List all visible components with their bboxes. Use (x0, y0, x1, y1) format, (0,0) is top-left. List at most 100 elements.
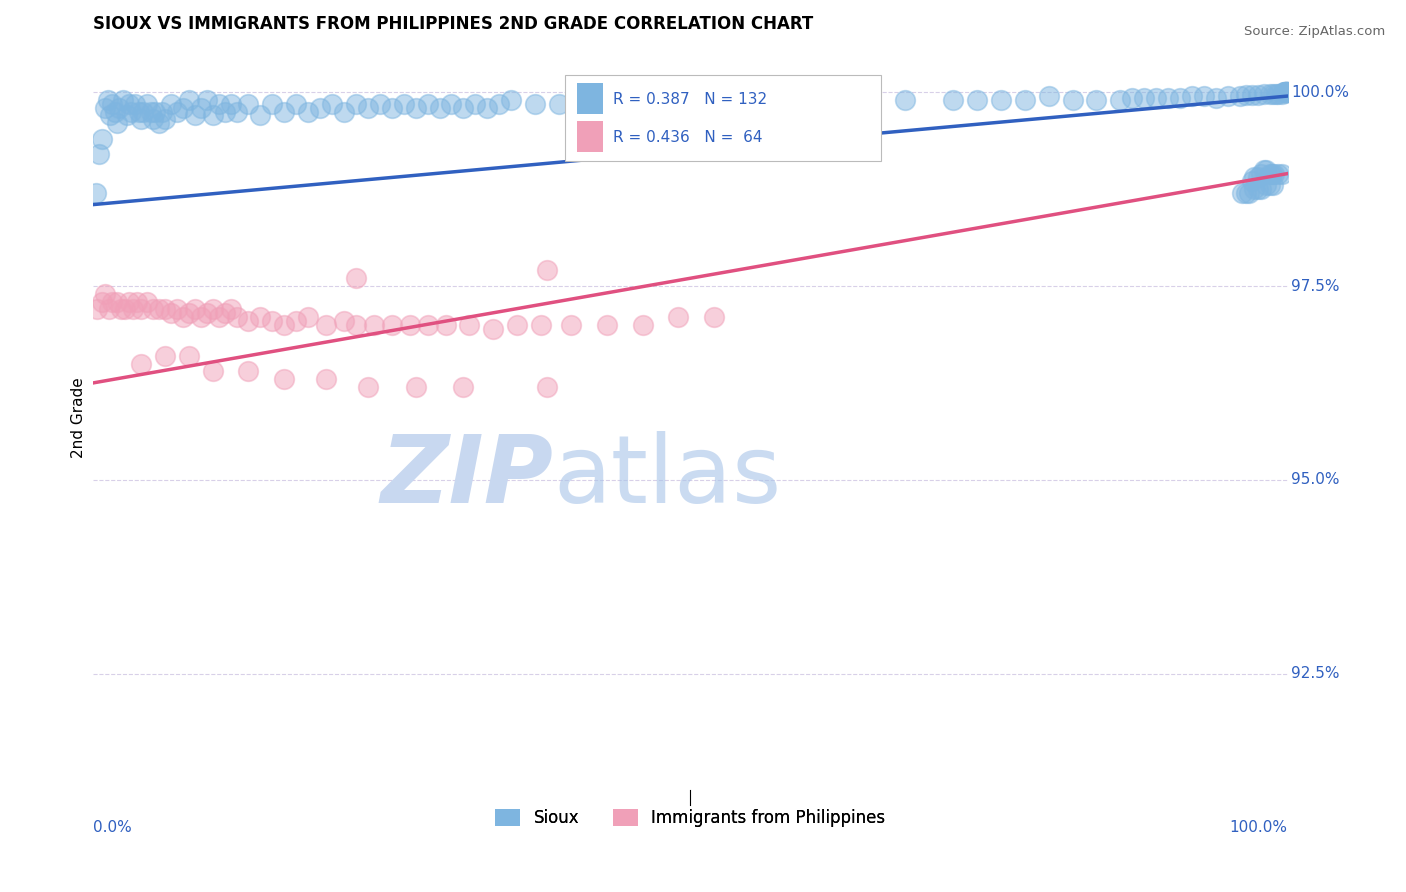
Point (1253, 87, 1275, 101)
Point (392, 96, 415, 111)
Point (153, 349, 176, 363)
Point (488, 96, 510, 111)
Point (1229, 89, 1251, 103)
Point (139, 104, 162, 119)
Point (97, 302, 120, 317)
Point (273, 104, 295, 119)
Point (238, 364, 260, 378)
Point (560, 318, 582, 332)
Point (225, 104, 247, 119)
Point (1277, 85, 1299, 99)
Text: 95.0%: 95.0% (1291, 473, 1340, 487)
Text: R = 0.387   N = 132: R = 0.387 N = 132 (613, 92, 766, 107)
Point (799, 93, 821, 107)
Point (90, 294, 112, 309)
Point (118, 96, 141, 111)
Point (1275, 85, 1298, 99)
Point (273, 318, 295, 332)
Point (1258, 167, 1281, 181)
Point (214, 104, 236, 119)
Point (153, 302, 176, 317)
Point (692, 96, 714, 111)
Point (501, 93, 523, 107)
Text: 100.0%: 100.0% (1291, 85, 1350, 100)
Point (90, 131, 112, 145)
Point (159, 306, 181, 320)
Point (128, 104, 150, 119)
Text: 0.0%: 0.0% (93, 820, 132, 835)
Point (596, 318, 619, 332)
Point (1121, 91, 1143, 105)
Point (1085, 93, 1108, 107)
Point (1258, 87, 1281, 101)
Point (262, 314, 284, 328)
Point (94, 101, 117, 115)
Point (1263, 87, 1285, 101)
FancyBboxPatch shape (565, 76, 882, 161)
Point (966, 93, 988, 107)
Point (548, 96, 571, 111)
Point (1157, 90, 1180, 104)
Point (148, 302, 170, 317)
Point (1271, 167, 1294, 181)
Text: atlas: atlas (553, 432, 782, 524)
Point (1144, 90, 1167, 104)
Point (703, 310, 725, 324)
Point (1247, 182, 1270, 196)
Y-axis label: 2nd Grade: 2nd Grade (72, 377, 86, 458)
Point (1168, 90, 1191, 104)
Point (129, 112, 152, 127)
Point (668, 310, 690, 324)
Text: SIOUX VS IMMIGRANTS FROM PHILIPPINES 2ND GRADE CORRELATION CHART: SIOUX VS IMMIGRANTS FROM PHILIPPINES 2ND… (93, 15, 814, 33)
Point (440, 96, 463, 111)
Point (127, 294, 149, 309)
Point (333, 314, 356, 328)
Point (315, 372, 337, 386)
Point (159, 96, 181, 111)
Point (1181, 89, 1204, 103)
Point (464, 96, 486, 111)
Point (129, 302, 152, 317)
Point (84, 186, 107, 200)
Point (1250, 182, 1272, 196)
Point (315, 318, 337, 332)
Point (207, 96, 229, 111)
Point (96, 93, 118, 107)
Point (416, 96, 439, 111)
Point (249, 108, 271, 122)
Point (1263, 167, 1285, 181)
Point (1234, 186, 1257, 200)
Point (142, 112, 165, 127)
Point (190, 101, 212, 115)
Point (344, 318, 367, 332)
Point (482, 321, 505, 335)
Point (405, 101, 427, 115)
Point (195, 93, 218, 107)
Point (201, 364, 224, 378)
Point (120, 104, 142, 119)
Point (429, 101, 451, 115)
Point (101, 96, 124, 111)
Point (405, 380, 427, 394)
Point (114, 302, 136, 317)
Point (238, 96, 260, 111)
Point (1254, 178, 1277, 193)
Point (434, 318, 457, 332)
Text: R = 0.436   N =  64: R = 0.436 N = 64 (613, 129, 762, 145)
Point (153, 112, 176, 127)
Point (368, 96, 391, 111)
Point (166, 104, 188, 119)
Point (136, 294, 159, 309)
Point (1274, 85, 1296, 99)
Point (321, 96, 343, 111)
Point (1258, 178, 1281, 193)
Point (333, 104, 356, 119)
Point (249, 310, 271, 324)
Point (101, 294, 124, 309)
Point (104, 104, 127, 119)
Point (1261, 167, 1284, 181)
Point (1263, 178, 1285, 193)
Point (1109, 93, 1132, 107)
Point (894, 93, 917, 107)
Point (190, 310, 212, 324)
